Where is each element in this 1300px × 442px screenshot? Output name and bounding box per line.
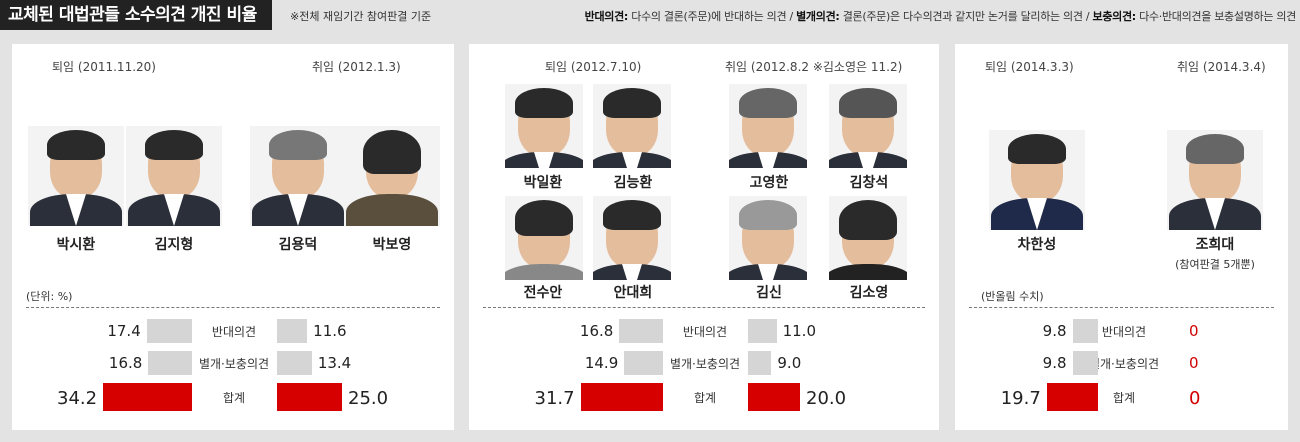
appointed-date: 취임 (2012.1.3): [312, 60, 401, 74]
portrait-photo-icon: [593, 84, 671, 168]
appointed-value: 11.0: [782, 322, 816, 340]
category-label: 합계: [222, 391, 246, 405]
justice-name: 김능환: [613, 175, 653, 191]
retired-value: 17.4: [107, 322, 141, 340]
legend-text-dissent: 다수의 결론(주문)에 반대하는 의견 /: [628, 10, 797, 23]
justice-name: 전수안: [523, 285, 563, 301]
appointed-value: 0: [1189, 354, 1199, 372]
legend-term-supplementary: 보충의견:: [1092, 10, 1137, 23]
divider: [483, 307, 925, 308]
appointed-value: 13.4: [317, 354, 352, 372]
portrait-photo-icon: [829, 84, 907, 168]
portrait-photo-icon: [729, 196, 807, 280]
retired-date: 퇴임 (2012.7.10): [545, 60, 642, 74]
retired-bar: [624, 351, 663, 375]
legend-term-separate: 별개의견:: [796, 10, 840, 23]
legend-text-separate: 결론(주문)은 다수의견과 같지만 논거를 달리하는 의견 /: [839, 10, 1093, 23]
portrait-photo-icon: [829, 196, 907, 280]
category-label: 별개·보충의견: [198, 357, 270, 371]
portrait-photo-icon: [126, 126, 222, 226]
appointed-bar: [277, 383, 342, 411]
retired-date: 퇴임 (2011.11.20): [52, 60, 156, 74]
legend-term-dissent: 반대의견:: [584, 10, 629, 23]
panel-2014: 퇴임 (2014.3.3) 취임 (2014.3.4) 차한성 조희대 (참여판…: [955, 44, 1288, 430]
category-label: 합계: [1112, 391, 1136, 405]
appointed-value: 0: [1189, 322, 1199, 340]
retired-date: 퇴임 (2014.3.3): [985, 60, 1074, 74]
appointed-value: 9.0: [777, 354, 802, 372]
justice-name: 박시환: [56, 237, 96, 253]
appointed-value: 25.0: [348, 388, 389, 409]
portrait-photo-icon: [344, 126, 440, 226]
justice-name: 김창석: [849, 175, 889, 191]
appointed-value: 20.0: [806, 388, 847, 409]
retired-bar: [148, 351, 192, 375]
appointed-value: 0: [1189, 388, 1201, 409]
portrait-photo-icon: [989, 130, 1085, 230]
divider: [26, 307, 440, 308]
justice-name: 박보영: [372, 237, 412, 253]
portrait-photo-icon: [729, 84, 807, 168]
retired-bar: [1072, 351, 1098, 375]
category-label: 반대의견: [1101, 325, 1147, 339]
retired-value: 14.9: [584, 354, 619, 372]
category-label: 반대의견: [682, 325, 728, 339]
portrait-photo-icon: [505, 84, 583, 168]
retired-bar: [619, 319, 663, 343]
portrait-photo-icon: [28, 126, 124, 226]
retired-value: 31.7: [534, 388, 575, 409]
retired-bar: [1072, 319, 1098, 343]
justice-name: 차한성: [1017, 237, 1057, 253]
justice-name: 고영한: [749, 175, 789, 191]
retired-bar: [580, 383, 663, 411]
legend-definitions: 반대의견: 다수의 결론(주문)에 반대하는 의견 / 별개의견: 결론(주문)…: [584, 8, 1297, 24]
retired-bar: [103, 383, 192, 411]
retired-bar: [1046, 383, 1098, 411]
portrait-photo-icon: [593, 196, 671, 280]
justice-name: 김용덕: [278, 237, 318, 253]
appointed-date: 취임 (2014.3.4): [1177, 60, 1266, 74]
appointee-note: (참여판결 5개뿐): [1175, 258, 1255, 271]
retired-value: 9.8: [1042, 322, 1067, 340]
unit-note: (반올림 수치): [981, 290, 1044, 303]
portrait-photo-icon: [250, 126, 346, 226]
portrait-photo-icon: [505, 196, 583, 280]
divider: [969, 307, 1274, 308]
justice-name: 박일환: [523, 175, 563, 191]
category-label: 반대의견: [211, 325, 257, 339]
retired-value: 19.7: [1000, 388, 1041, 409]
retired-value: 34.2: [57, 388, 98, 409]
justice-name: 안대희: [613, 285, 653, 301]
appointed-bar: [277, 351, 312, 375]
basis-note: ※전체 재임기간 참여판결 기준: [290, 10, 432, 23]
category-label: 별개·보충의견: [1088, 357, 1160, 371]
page-title: 교체된 대법관들 소수의견 개진 비율: [0, 0, 272, 30]
legend-text-supplementary: 다수·반대의견을 보충설명하는 의견: [1135, 10, 1296, 23]
appointed-bar: [748, 319, 777, 343]
category-label: 합계: [693, 391, 717, 405]
retired-value: 16.8: [108, 354, 143, 372]
portrait-photo-icon: [1167, 130, 1263, 230]
unit-note: (단위: %): [26, 290, 73, 303]
panel-2012: 퇴임 (2012.7.10) 취임 (2012.8.2 ※김소영은 11.2) …: [469, 44, 939, 430]
appointed-bar: [748, 351, 772, 375]
category-label: 별개·보충의견: [669, 357, 741, 371]
appointed-date: 취임 (2012.8.2 ※김소영은 11.2): [725, 60, 903, 74]
retired-bar: [146, 319, 192, 343]
justice-name: 김지형: [154, 237, 194, 253]
appointed-value: 11.6: [313, 322, 347, 340]
retired-value: 16.8: [579, 322, 614, 340]
panel-2011: 퇴임 (2011.11.20) 취임 (2012.1.3) 박시환 김지형 김용…: [12, 44, 454, 430]
justice-name: 조희대: [1195, 237, 1235, 253]
justice-name: 김소영: [849, 285, 889, 301]
appointed-bar: [748, 383, 800, 411]
appointed-bar: [277, 319, 308, 343]
retired-value: 9.8: [1042, 354, 1067, 372]
justice-name: 김신: [756, 285, 782, 301]
